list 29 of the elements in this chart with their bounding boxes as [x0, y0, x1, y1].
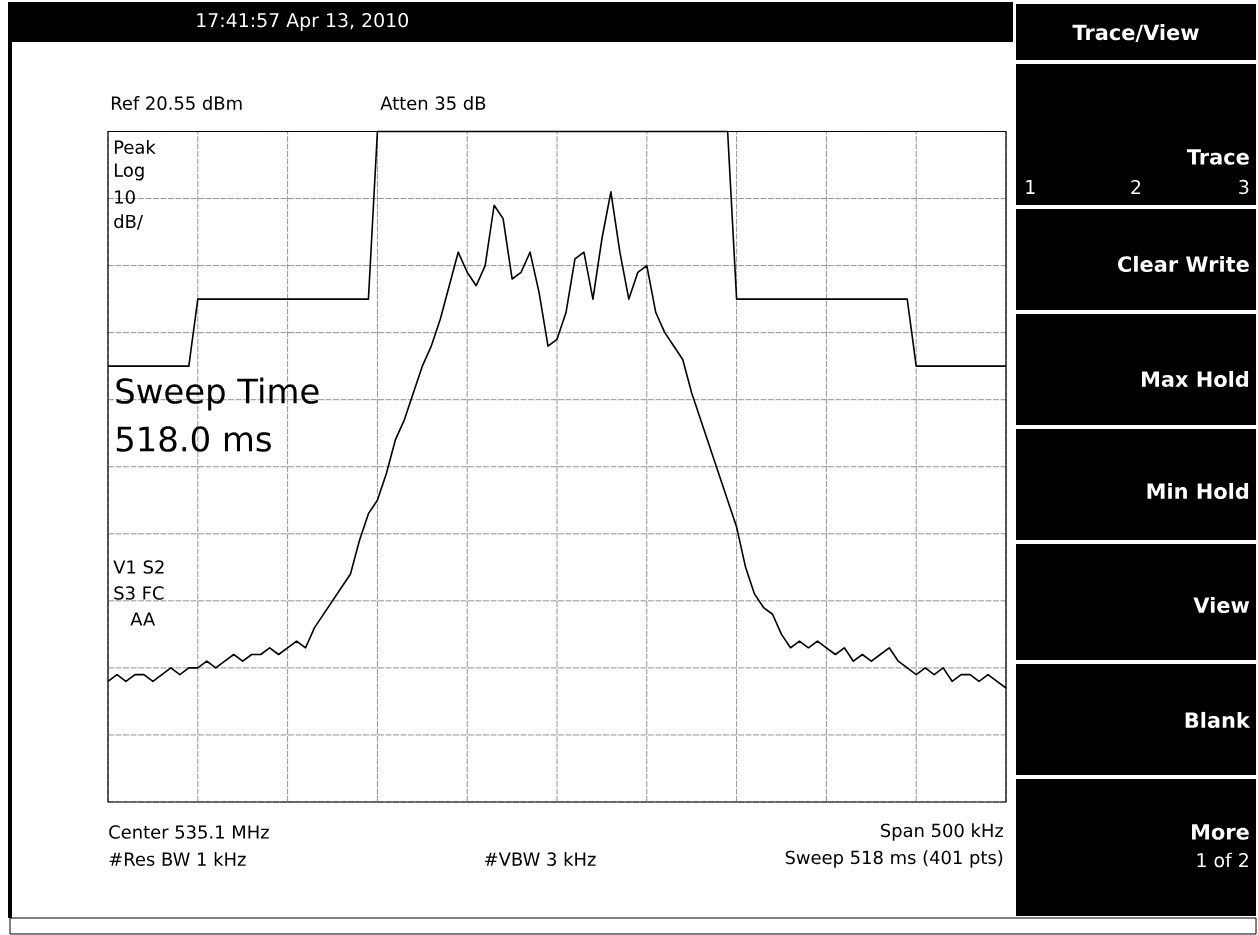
text: View: [1193, 596, 1250, 614]
text: Trace/View: [1072, 24, 1199, 42]
text: Ref 20.55 dBm: [111, 96, 242, 110]
text: Sweep 518 ms (401 pts): [785, 850, 1003, 868]
text: 17:41:57 Apr 13, 2010: [197, 13, 408, 31]
text: Center 535.1 MHz: [109, 825, 269, 839]
annotation: Log: [114, 163, 144, 181]
text: Span 500 kHz: [880, 823, 1004, 841]
annotation: AA: [130, 612, 156, 626]
annotation: Sweep Time: [116, 377, 319, 411]
annotation: Peak: [114, 140, 156, 154]
text: Trace: [1186, 149, 1249, 165]
annotation: 518.0 ms: [116, 426, 271, 452]
text: 1: [1026, 180, 1035, 194]
text: Clear Write: [1118, 255, 1249, 273]
annotation: S3 FC: [114, 586, 164, 600]
text: #Res BW 1 kHz: [109, 852, 246, 866]
text: Atten 35 dB: [380, 96, 486, 110]
annotation: V1 S2: [113, 560, 164, 574]
annotation: 10: [115, 190, 135, 204]
text: 3: [1239, 179, 1249, 195]
annotation: dB/: [114, 214, 143, 230]
text: More: [1192, 824, 1249, 840]
text: Min Hold: [1147, 482, 1249, 500]
text: Max Hold: [1141, 370, 1249, 388]
text: 2: [1131, 179, 1141, 195]
text: Blank: [1185, 711, 1251, 729]
text: 1 of 2: [1197, 852, 1248, 868]
text: #VBW 3 kHz: [485, 852, 596, 866]
